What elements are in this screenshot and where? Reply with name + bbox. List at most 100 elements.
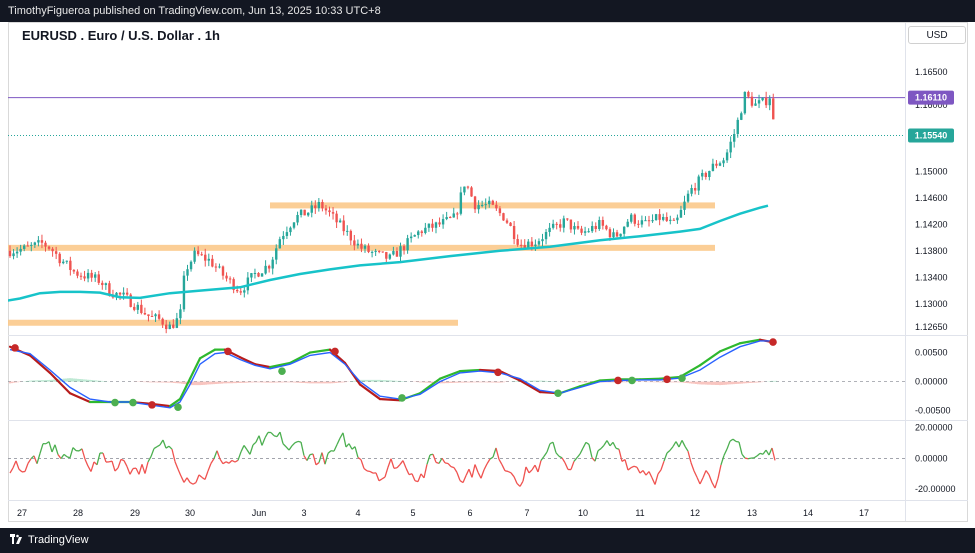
oscillator-segment — [762, 449, 767, 455]
oscillator-segment — [123, 460, 128, 467]
candle-body — [72, 270, 76, 272]
oscillator-segment — [729, 438, 734, 442]
oscillator-segment — [417, 473, 422, 482]
candle-body — [417, 231, 420, 236]
oscillator-segment — [15, 460, 20, 470]
candle-body — [555, 223, 558, 225]
oscillator-segment — [732, 438, 737, 443]
candle-body — [196, 250, 200, 255]
oscillator-segment — [279, 431, 284, 444]
oscillator-segment — [681, 440, 686, 447]
oscillator-segment — [609, 441, 614, 447]
oscillator-segment — [510, 472, 515, 478]
candle-body — [303, 209, 306, 216]
oscillator-segment — [534, 464, 539, 473]
oscillator-segment — [594, 450, 599, 462]
oscillator-segment — [660, 460, 665, 471]
candle-body — [463, 186, 466, 193]
oscillator-segment — [126, 466, 131, 475]
macd-cross-marker — [628, 376, 636, 385]
candle-body — [157, 314, 161, 319]
candle-body — [23, 245, 26, 249]
macd-cross-marker — [11, 344, 19, 352]
candle-body — [62, 261, 65, 264]
candle-body — [207, 258, 210, 261]
candle-body — [605, 225, 608, 230]
candle-body — [342, 220, 345, 232]
date-tick-label: 17 — [859, 508, 869, 518]
candle-body — [615, 232, 619, 237]
candle-body — [736, 119, 739, 135]
candle-body — [449, 217, 452, 219]
candle-body — [140, 304, 143, 313]
candle-body — [125, 292, 129, 295]
macd-cross-marker — [174, 403, 182, 412]
oscillator-segment — [771, 447, 776, 461]
oscillator-segment — [387, 458, 392, 468]
oscillator-segment — [249, 444, 254, 455]
oscillator-segment — [432, 454, 437, 463]
oscillator-segment — [702, 470, 707, 478]
macd-signal-segment — [188, 357, 202, 380]
candle-body — [40, 240, 44, 243]
oscillator-segment — [261, 437, 266, 446]
candle-body — [697, 176, 700, 191]
price-tick-label: 1.14200 — [915, 219, 948, 229]
oscillator-segment — [603, 440, 608, 446]
macd-signal-segment — [268, 361, 292, 369]
candle-body — [86, 272, 90, 279]
oscillator-segment — [678, 440, 683, 448]
macd-signal-segment — [718, 342, 742, 353]
oscillator-segment — [312, 453, 317, 465]
oscillator-segment — [477, 472, 482, 479]
oscillator-segment — [321, 452, 326, 465]
price-tick-label: 1.14600 — [915, 193, 948, 203]
date-tick-label: 30 — [185, 508, 195, 518]
candle-body — [399, 246, 402, 257]
candle-body — [441, 219, 445, 225]
oscillator-segment — [516, 482, 521, 487]
candle-body — [548, 227, 551, 233]
macd-signal-segment — [518, 379, 542, 394]
currency-button[interactable]: USD — [908, 26, 966, 44]
oscillator-segment — [630, 465, 635, 469]
candle-body — [566, 218, 569, 220]
macd-signal-segment — [253, 363, 272, 369]
oscillator-tick-label: 20.00000 — [915, 423, 953, 433]
candle-body — [452, 213, 455, 218]
oscillator-segment — [426, 454, 431, 465]
oscillator-tick-label: 0.00000 — [915, 453, 948, 463]
oscillator-segment — [303, 455, 308, 461]
candle-body — [346, 230, 349, 232]
candle-body — [172, 324, 175, 328]
oscillator-segment — [414, 480, 419, 483]
candle-body — [505, 220, 509, 223]
candle-body — [424, 227, 427, 233]
footer-bar: TradingView — [0, 528, 975, 553]
candle-body — [693, 188, 697, 191]
candle-body — [509, 222, 512, 226]
oscillator-segment — [390, 458, 395, 469]
candle-body — [360, 243, 363, 249]
oscillator-segment — [468, 468, 473, 478]
macd-signal-segment — [738, 338, 762, 345]
oscillator-segment — [465, 468, 470, 476]
oscillator-segment — [690, 462, 695, 472]
candle-body — [108, 283, 111, 296]
oscillator-segment — [63, 453, 68, 458]
chart-area[interactable] — [8, 22, 968, 522]
candle-body — [246, 277, 250, 291]
oscillator-segment — [51, 444, 56, 453]
oscillator-segment — [720, 455, 725, 466]
candle-body — [101, 282, 104, 286]
candle-body — [679, 209, 683, 218]
oscillator-segment — [618, 449, 623, 462]
candle-body — [353, 240, 356, 246]
tradingview-logo[interactable]: TradingView — [10, 534, 89, 546]
candle-body — [133, 306, 136, 310]
oscillator-segment — [474, 464, 479, 473]
candle-body — [516, 239, 519, 245]
oscillator-segment — [606, 440, 611, 447]
oscillator-segment — [552, 442, 557, 453]
